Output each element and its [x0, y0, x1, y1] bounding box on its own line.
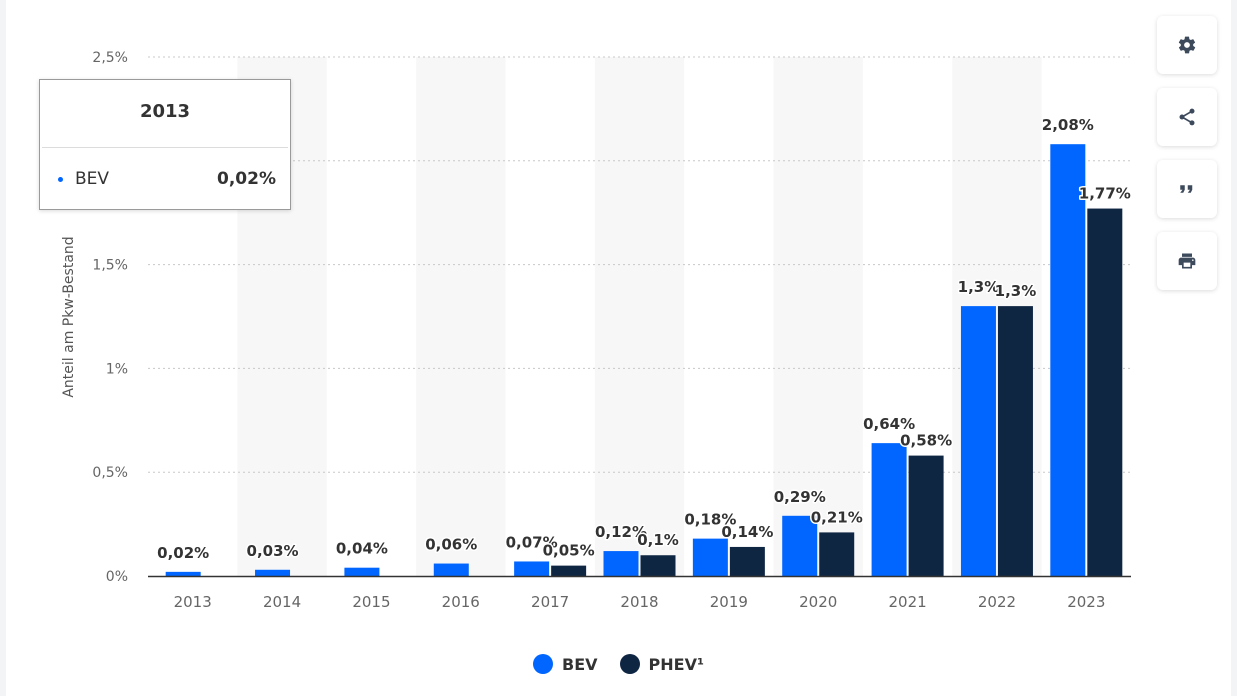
- legend-label-phev: PHEV¹: [648, 654, 704, 674]
- data-label-bev-2022: 1,3%: [958, 278, 1000, 296]
- bar-bev-2018: [603, 551, 639, 576]
- data-label-bev-2021: 0,64%: [863, 415, 915, 433]
- gear-icon: [1178, 36, 1196, 54]
- data-label-bev-2017: 0,07%: [506, 533, 558, 551]
- tooltip-series-name: BEV: [75, 169, 110, 189]
- category-band: [416, 57, 506, 576]
- share-button[interactable]: [1157, 88, 1217, 146]
- bar-phev-2019: [729, 546, 765, 576]
- x-tick-label-2016: 2016: [442, 593, 480, 611]
- x-tick-label-2019: 2019: [710, 593, 748, 611]
- x-tick-label-2014: 2014: [263, 593, 301, 611]
- y-tick-label: 1%: [106, 361, 128, 377]
- bar-bev-2023: [1050, 144, 1086, 576]
- bar-bev-2020: [782, 515, 818, 576]
- bar-phev-2021: [908, 455, 944, 576]
- data-label-phev-2018: 0,1%: [637, 531, 679, 549]
- data-label-bev-2023: 2,08%: [1042, 116, 1094, 134]
- share-icon: [1179, 108, 1195, 126]
- x-tick-label-2018: 2018: [620, 593, 658, 611]
- bar-bev-2014: [255, 569, 291, 576]
- legend-item-phev[interactable]: PHEV¹: [619, 654, 704, 674]
- bar-bev-2019: [692, 538, 728, 576]
- x-tick-label-2023: 2023: [1067, 593, 1105, 611]
- data-label-phev-2023: 1,77%: [1079, 185, 1131, 203]
- bar-phev-2018: [640, 555, 676, 576]
- tooltip-series-dot: [58, 176, 63, 182]
- data-label-bev-2018: 0,12%: [595, 523, 647, 541]
- y-tick-label: 0%: [106, 569, 128, 585]
- print-button[interactable]: [1157, 232, 1217, 290]
- data-label-phev-2020: 0,21%: [811, 508, 863, 526]
- data-label-bev-2014: 0,03%: [247, 542, 299, 560]
- tooltip-row: BEV 0,02%: [40, 148, 290, 210]
- x-tick-label-2015: 2015: [352, 593, 390, 611]
- tooltip: 2013 BEV 0,02%: [39, 79, 291, 210]
- x-tick-label-2017: 2017: [531, 593, 569, 611]
- bar-phev-2023: [1087, 208, 1123, 576]
- data-label-phev-2021: 0,58%: [900, 432, 952, 450]
- data-label-bev-2019: 0,18%: [684, 511, 736, 529]
- y-axis-ticks: 0%0,5%1%1,5%2%2,5%: [92, 50, 128, 585]
- bars: [165, 144, 1123, 576]
- bar-phev-2022: [997, 306, 1033, 576]
- data-label-bev-2016: 0,06%: [425, 536, 477, 554]
- data-label-bev-2013: 0,02%: [157, 544, 209, 562]
- data-labels: 0,02% 0,03% 0,04% 0,06% 0,07%0,05%0,12%0,1% 0…: [156, 115, 1133, 564]
- x-axis-ticks: 2013 2014 2015 2016 2017 2018 2019 2020 2021 2022…: [174, 593, 1106, 611]
- category-band: [594, 57, 685, 576]
- bar-bev-2022: [960, 306, 996, 576]
- bar-bev-2015: [344, 567, 380, 576]
- settings-button[interactable]: [1157, 16, 1217, 74]
- bar-phev-2017: [551, 565, 587, 576]
- tooltip-title: 2013: [42, 80, 288, 148]
- data-label-bev-2020: 0,29%: [774, 488, 826, 506]
- y-tick-label: 2,5%: [92, 50, 128, 66]
- y-tick-label: 0,5%: [92, 465, 128, 481]
- gridlines: [148, 56, 1131, 473]
- data-label-phev-2022: 1,3%: [995, 282, 1037, 300]
- legend-dot-bev: [533, 654, 554, 674]
- legend-item-bev[interactable]: BEV: [533, 654, 598, 674]
- legend-dot-phev: [619, 654, 640, 674]
- tooltip-value: 0,02%: [217, 169, 276, 189]
- x-tick-label-2013: 2013: [174, 593, 212, 611]
- x-tick-label-2021: 2021: [888, 593, 926, 611]
- bar-bev-2017: [514, 561, 550, 576]
- data-label-phev-2017: 0,05%: [543, 542, 595, 560]
- y-axis-label: Anteil am Pkw-Bestand: [61, 236, 77, 397]
- legend-label-bev: BEV: [562, 654, 598, 674]
- bar-phev-2020: [819, 532, 855, 576]
- printer-icon: [1178, 253, 1196, 269]
- data-label-bev-2015: 0,04%: [336, 540, 388, 558]
- quote-icon: [1180, 185, 1193, 193]
- x-tick-label-2020: 2020: [799, 593, 837, 611]
- bar-bev-2016: [433, 563, 469, 576]
- bar-bev-2013: [165, 571, 201, 576]
- legend: BEV PHEV¹: [0, 652, 1237, 676]
- bar-bev-2021: [871, 443, 907, 576]
- category-band: [773, 57, 863, 576]
- y-tick-label: 1,5%: [92, 258, 128, 274]
- cite-button[interactable]: [1157, 160, 1217, 218]
- data-label-phev-2019: 0,14%: [721, 523, 773, 541]
- x-tick-label-2022: 2022: [978, 593, 1016, 611]
